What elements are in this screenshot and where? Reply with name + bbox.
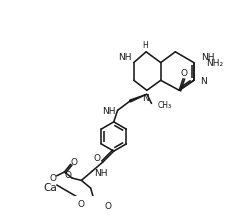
Text: O: O bbox=[93, 154, 100, 163]
Text: N: N bbox=[142, 94, 149, 103]
Text: N: N bbox=[200, 77, 207, 86]
Text: O: O bbox=[49, 174, 56, 183]
Text: O: O bbox=[77, 200, 84, 209]
Text: O: O bbox=[104, 202, 111, 211]
Text: NH: NH bbox=[102, 107, 115, 116]
Text: NH: NH bbox=[201, 53, 214, 62]
Polygon shape bbox=[130, 94, 147, 102]
Text: Ca: Ca bbox=[44, 183, 58, 193]
Text: O: O bbox=[65, 170, 72, 180]
Text: O: O bbox=[71, 158, 78, 167]
Text: NH: NH bbox=[94, 169, 108, 178]
Text: NH₂: NH₂ bbox=[206, 59, 223, 68]
Text: CH₃: CH₃ bbox=[158, 101, 172, 110]
Text: NH: NH bbox=[118, 53, 131, 62]
Text: H: H bbox=[142, 41, 148, 50]
Text: O: O bbox=[180, 69, 187, 78]
